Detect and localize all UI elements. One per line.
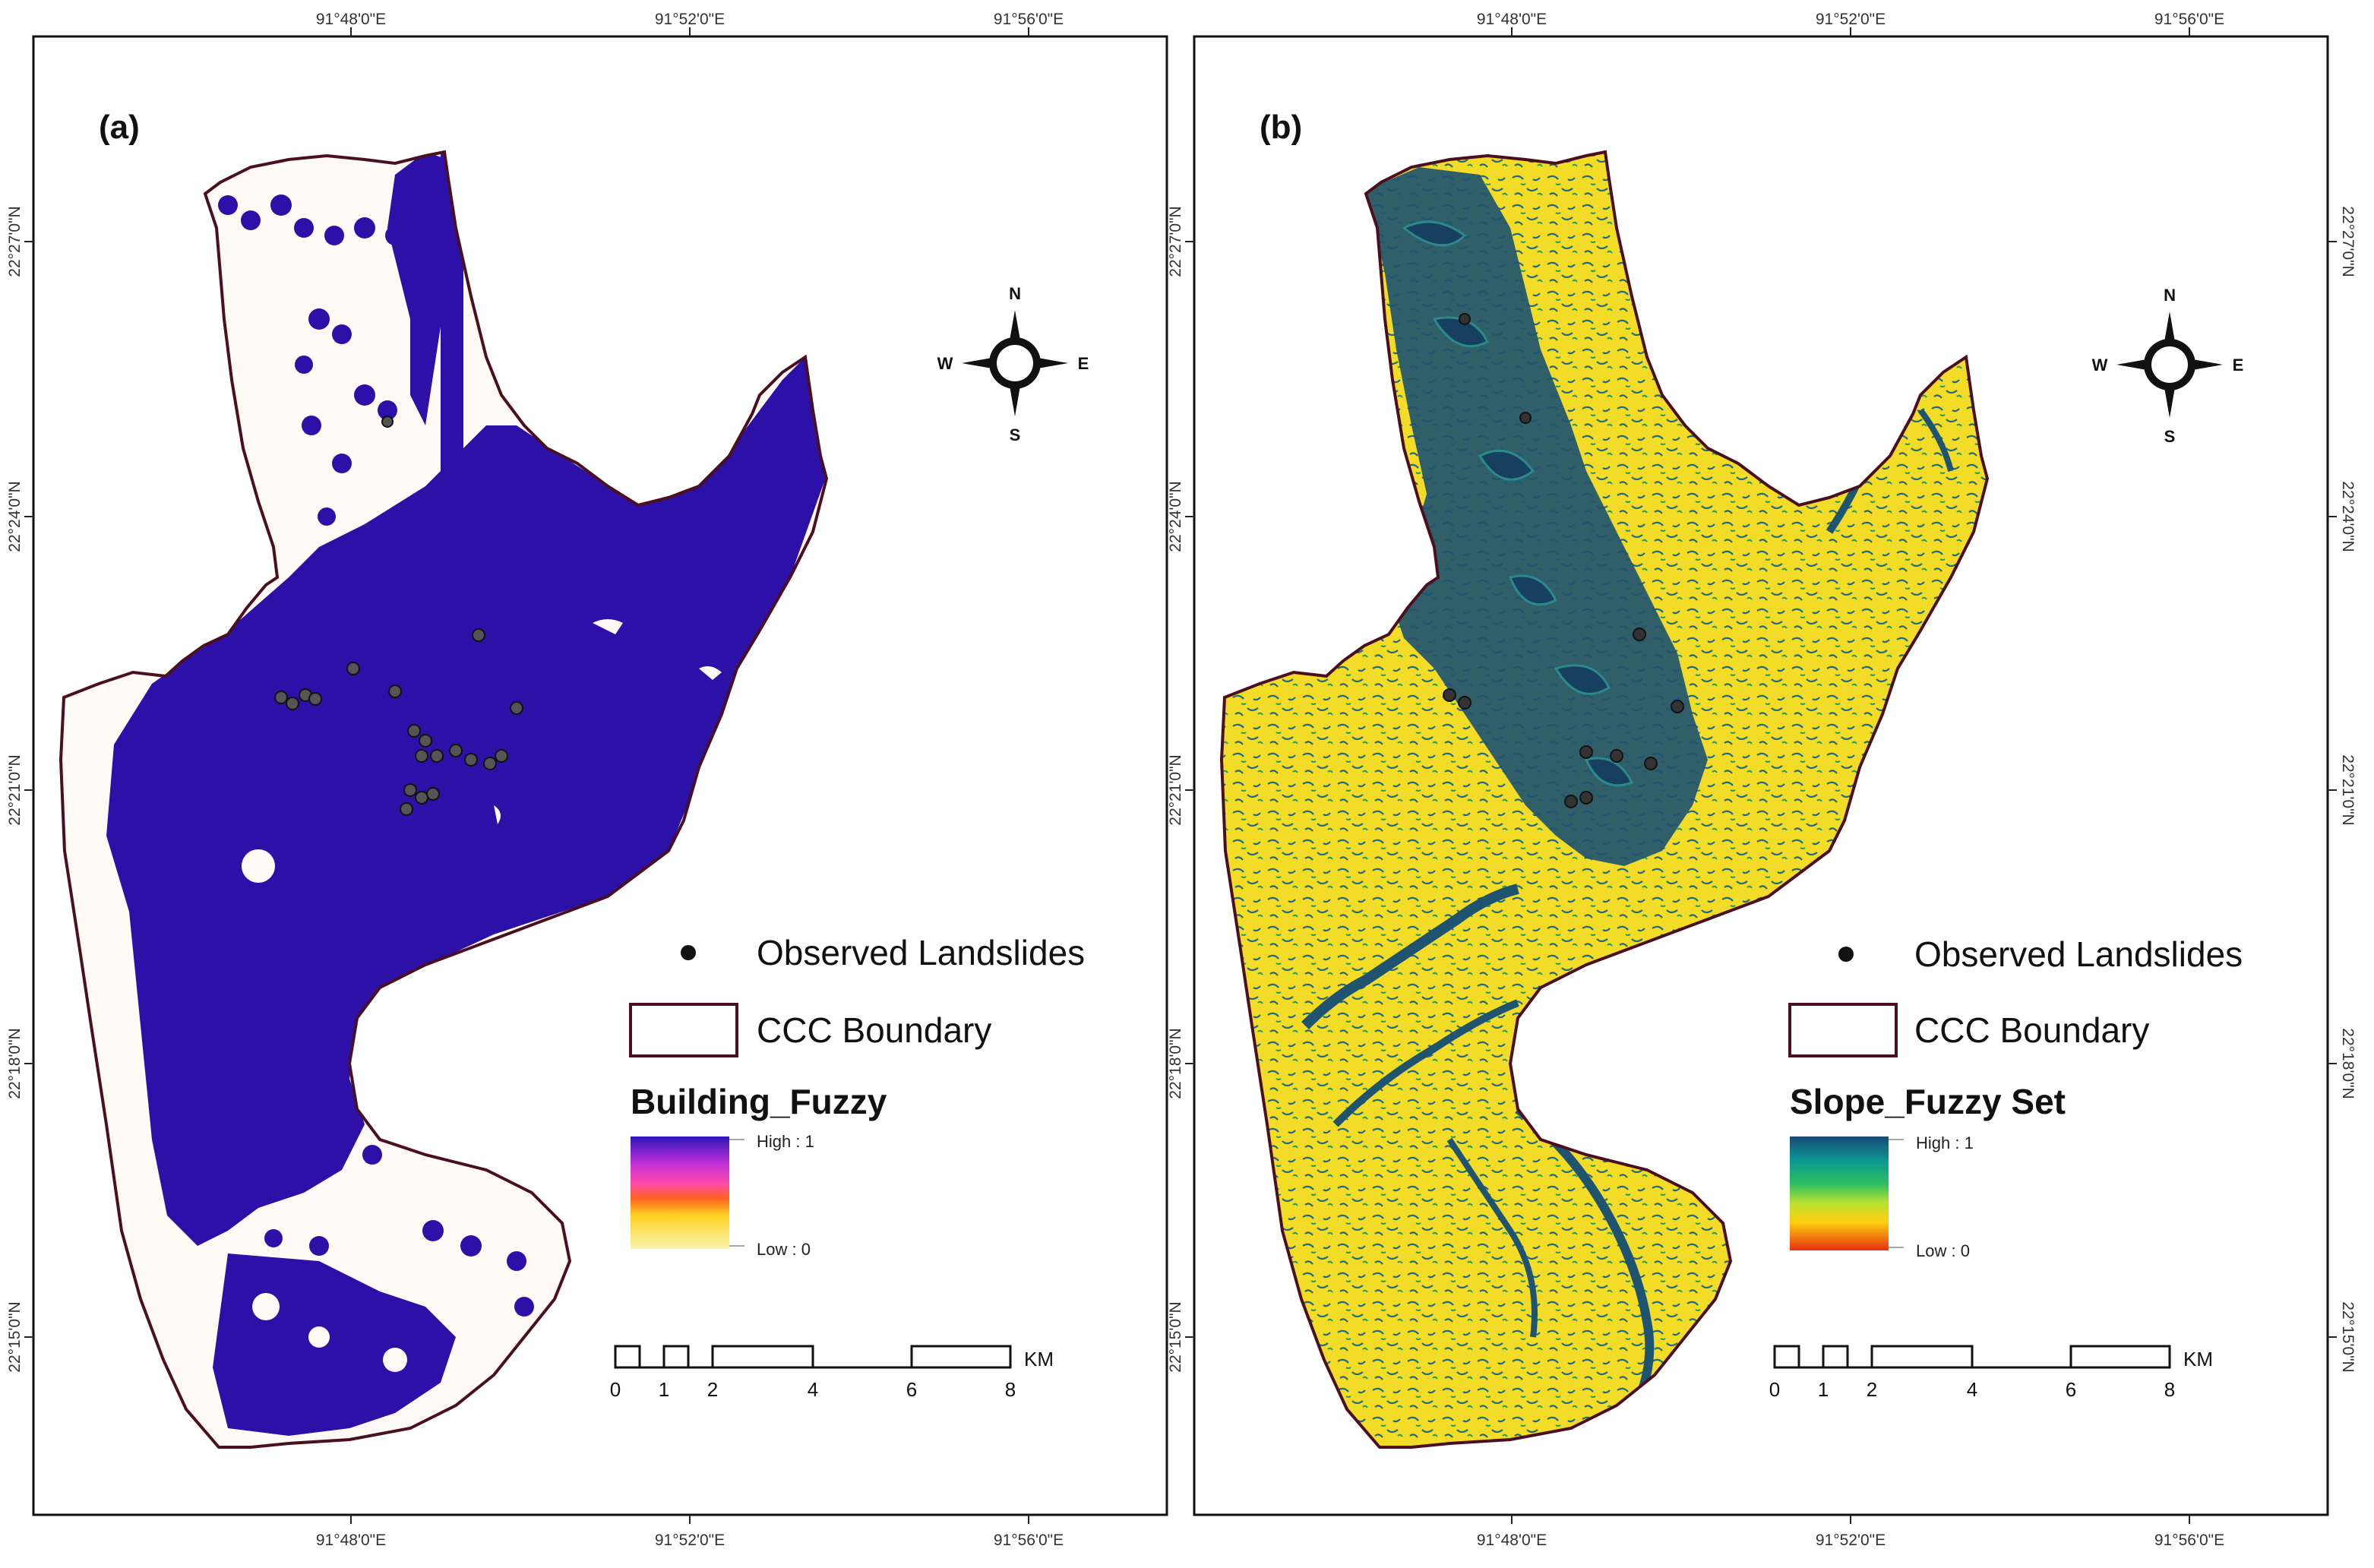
- landslide-symbol: [1838, 947, 1854, 962]
- east-label: E: [2233, 356, 2244, 375]
- lon-tick-label: 91°48'0"E: [316, 1532, 386, 1549]
- scale-label: 0: [610, 1378, 621, 1401]
- lat-tick-label: 22°21'0"N: [1167, 754, 1184, 825]
- observed-landslide-points: [1443, 313, 1684, 808]
- lat-tick-label: 22°24'0"N: [1167, 481, 1184, 552]
- panel-label: (a): [99, 109, 140, 146]
- north-arrow: N S W E: [937, 284, 1089, 444]
- south-label: S: [2164, 427, 2176, 446]
- lat-tick-label: 22°18'0"N: [1167, 1028, 1184, 1099]
- lat-tick-label: 22°15'0"N: [1167, 1301, 1184, 1372]
- lat-tick-label: 22°21'0"N: [6, 754, 24, 825]
- legend-high: High : 1: [757, 1132, 814, 1151]
- north-arrow: N S W E: [2092, 286, 2244, 446]
- scale-unit: KM: [1024, 1348, 1054, 1370]
- scale-label: 1: [659, 1378, 669, 1401]
- west-label: W: [937, 354, 953, 373]
- scale-label: 2: [707, 1378, 718, 1401]
- lat-tick-label: 22°18'0"N: [6, 1028, 24, 1099]
- boundary-symbol: [1788, 1003, 1898, 1057]
- scale-bar: 0 1 2 4 6 8 KM: [610, 1345, 1054, 1401]
- lon-ticks-bottom: 91°48'0"E 91°52'0"E 91°56'0"E: [1477, 1515, 2224, 1549]
- north-label: N: [2164, 286, 2176, 305]
- lon-tick-label: 91°56'0"E: [994, 11, 1064, 28]
- lat-tick-label: 22°24'0"N: [2339, 481, 2357, 552]
- legend-title: Building_Fuzzy: [631, 1082, 887, 1121]
- lat-tick-label: 22°15'0"N: [6, 1301, 24, 1372]
- scale-label: 6: [906, 1378, 917, 1401]
- legend-title: Slope_Fuzzy Set: [1790, 1082, 2066, 1121]
- lon-tick-label: 91°52'0"E: [1816, 11, 1886, 28]
- lat-tick-label: 22°24'0"N: [6, 481, 24, 552]
- legend-observed: Observed Landslides: [757, 933, 1085, 972]
- legend: Observed Landslides CCC Boundary Buildin…: [629, 933, 1085, 1259]
- lat-ticks-left: 22°27'0"N 22°24'0"N 22°21'0"N 22°18'0"N …: [6, 206, 33, 1373]
- lon-tick-label: 91°52'0"E: [1816, 1532, 1886, 1549]
- legend-high: High : 1: [1916, 1133, 1974, 1152]
- legend-boundary: CCC Boundary: [757, 1010, 991, 1050]
- north-label: N: [1009, 284, 1021, 303]
- building-fuzzy-map: [59, 150, 828, 1449]
- scale-label: 0: [1769, 1378, 1780, 1401]
- lat-tick-label: 22°27'0"N: [1167, 206, 1184, 277]
- lon-tick-label: 91°48'0"E: [316, 11, 386, 28]
- legend-low: Low : 0: [1916, 1241, 1970, 1260]
- lat-tick-label: 22°15'0"N: [2339, 1301, 2357, 1372]
- lat-tick-label: 22°21'0"N: [2339, 754, 2357, 825]
- east-label: E: [1078, 354, 1089, 373]
- lat-ticks-left: 22°27'0"N 22°24'0"N 22°21'0"N 22°18'0"N …: [1167, 206, 1194, 1373]
- scale-unit: KM: [2183, 1348, 2213, 1370]
- lon-ticks-top: 91°48'0"E 91°52'0"E 91°56'0"E: [316, 11, 1064, 36]
- lat-tick-label: 22°27'0"N: [2339, 206, 2357, 277]
- building-fuzzy-raster: [106, 152, 827, 1436]
- scale-bar: 0 1 2 4 6 8 KM: [1769, 1345, 2213, 1401]
- scale-label: 4: [1967, 1378, 1977, 1401]
- scale-label: 2: [1867, 1378, 1877, 1401]
- color-ramp: [1790, 1136, 1889, 1250]
- panel-b: 91°48'0"E 91°52'0"E 91°56'0"E 91°48'0"E …: [1167, 11, 2357, 1549]
- color-ramp: [631, 1136, 729, 1249]
- lon-tick-label: 91°48'0"E: [1477, 1532, 1547, 1549]
- lat-tick-label: 22°18'0"N: [2339, 1028, 2357, 1099]
- lon-tick-label: 91°52'0"E: [655, 11, 725, 28]
- scale-label: 8: [1005, 1378, 1016, 1401]
- lon-tick-label: 91°52'0"E: [655, 1532, 725, 1549]
- lat-tick-label: 22°27'0"N: [6, 206, 24, 277]
- scale-label: 8: [2164, 1378, 2175, 1401]
- slope-fuzzy-map: [1220, 150, 1989, 1449]
- scale-label: 4: [808, 1378, 818, 1401]
- lon-tick-label: 91°56'0"E: [2154, 11, 2224, 28]
- scale-label: 1: [1818, 1378, 1829, 1401]
- legend-observed: Observed Landslides: [1914, 934, 2243, 974]
- lon-ticks-bottom: 91°48'0"E 91°52'0"E 91°56'0"E: [316, 1515, 1064, 1549]
- lon-tick-label: 91°56'0"E: [2154, 1532, 2224, 1549]
- observed-landslide-points: [274, 416, 523, 816]
- legend-low: Low : 0: [757, 1240, 811, 1259]
- lon-tick-label: 91°48'0"E: [1477, 11, 1547, 28]
- building-clusters: [218, 194, 534, 1317]
- lon-tick-label: 91°56'0"E: [994, 1532, 1064, 1549]
- panel-a: 91°48'0"E 91°52'0"E 91°56'0"E 91°48'0"E …: [6, 11, 1168, 1549]
- south-label: S: [1010, 425, 1021, 444]
- west-label: W: [2092, 356, 2108, 375]
- lon-ticks-top: 91°48'0"E 91°52'0"E 91°56'0"E: [1477, 11, 2224, 36]
- landslide-symbol: [681, 945, 696, 960]
- legend: Observed Landslides CCC Boundary Slope_F…: [1788, 934, 2243, 1260]
- boundary-symbol: [629, 1003, 738, 1057]
- scale-label: 6: [2066, 1378, 2076, 1401]
- panel-label: (b): [1260, 109, 1302, 146]
- lat-ticks-right: 22°27'0"N 22°24'0"N 22°21'0"N 22°18'0"N …: [2328, 206, 2357, 1373]
- legend-boundary: CCC Boundary: [1914, 1010, 2149, 1050]
